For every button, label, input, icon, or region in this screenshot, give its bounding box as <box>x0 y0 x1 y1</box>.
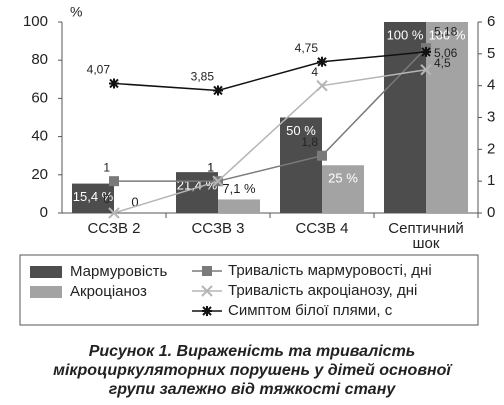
x-tick-label: ССЗВ 2 <box>87 220 141 237</box>
x-tick-label: ССЗВ 3 <box>191 220 245 237</box>
bar <box>218 199 260 213</box>
y-tick-label: 80 <box>31 51 48 68</box>
bar <box>384 22 426 213</box>
legend-swatch <box>30 286 62 298</box>
bar-value-label: 0 <box>131 194 138 209</box>
line-value-label: 5,06 <box>434 46 458 60</box>
legend-label: Мармуровість <box>70 263 168 280</box>
line-marker <box>202 306 212 316</box>
line-marker <box>317 150 327 161</box>
legend-label: Тривалість мармуровості, дні <box>228 262 432 279</box>
line <box>113 69 427 214</box>
bar <box>426 22 468 213</box>
bar-value-label: 21,4 % <box>177 178 218 193</box>
y-tick-label: 100 <box>23 13 48 30</box>
line-value-label: 5,18 <box>434 24 458 38</box>
legend-label: Тривалість акроціанозу, дні <box>228 282 417 299</box>
line-marker <box>109 78 119 89</box>
line-marker <box>420 64 432 76</box>
y-tick-label: 20 <box>31 166 48 183</box>
y-tick-label: 40 <box>31 128 48 145</box>
line-marker <box>212 175 224 187</box>
line-marker <box>316 79 328 92</box>
y2-tick-label: 6 <box>487 13 495 30</box>
legend-box <box>19 254 479 326</box>
line-value-label: 0 <box>103 192 110 206</box>
bar-value-label: 100 % <box>387 27 424 42</box>
legend-swatch <box>30 266 62 278</box>
line-marker <box>109 176 119 187</box>
line-marker <box>213 85 223 96</box>
bar <box>322 165 364 213</box>
y2-tick-label: 2 <box>487 140 495 157</box>
bar-value-label: 15,4 % <box>73 189 114 204</box>
line-value-label: 4,75 <box>295 41 319 55</box>
line-marker <box>421 46 431 57</box>
y-tick-label: 0 <box>40 204 48 221</box>
y2-tick-label: 5 <box>487 45 495 62</box>
x-tick-label: ССЗВ 4 <box>295 220 349 237</box>
line-value-label: 4,07 <box>87 63 111 77</box>
y2-tick-label: 4 <box>487 77 495 94</box>
y2-tick-label: 3 <box>487 108 495 125</box>
line <box>113 51 427 92</box>
bar <box>280 117 322 213</box>
line-marker <box>201 285 213 297</box>
line-value-label: 1 <box>207 160 214 174</box>
line-value-label: 1 <box>207 160 214 174</box>
y2-tick-label: 0 <box>487 204 495 221</box>
line-value-label: 1,8 <box>301 135 318 149</box>
line-value-label: 1 <box>103 160 110 174</box>
x-tick-label: Септичний шок <box>388 220 464 252</box>
line-value-label: 3,85 <box>191 70 215 84</box>
line-marker <box>108 207 120 219</box>
line-marker <box>317 56 327 67</box>
line-value-label: 4 <box>311 65 318 79</box>
y-tick-label: 60 <box>31 89 48 106</box>
line <box>114 47 427 182</box>
caption: мікроциркуляторних порушень у дітей осно… <box>53 362 453 379</box>
legend-label: Акроціаноз <box>70 283 147 300</box>
bar-value-label: 7,1 % <box>222 181 256 196</box>
caption: групи залежно від тяжкості стану <box>109 381 397 398</box>
y-axis-unit: % <box>70 4 82 20</box>
bar <box>72 183 114 213</box>
line-value-label: 4,5 <box>434 56 451 70</box>
legend-label: Симптом білої плями, с <box>228 302 393 319</box>
bar-value-label: 50 % <box>286 123 316 138</box>
y2-tick-label: 1 <box>487 172 495 189</box>
line-marker <box>202 266 212 276</box>
caption: Рисунок 1. Вираженість та тривалість <box>89 343 416 360</box>
bar-value-label: 100 % <box>429 27 466 42</box>
bar-value-label: 25 % <box>328 171 358 186</box>
